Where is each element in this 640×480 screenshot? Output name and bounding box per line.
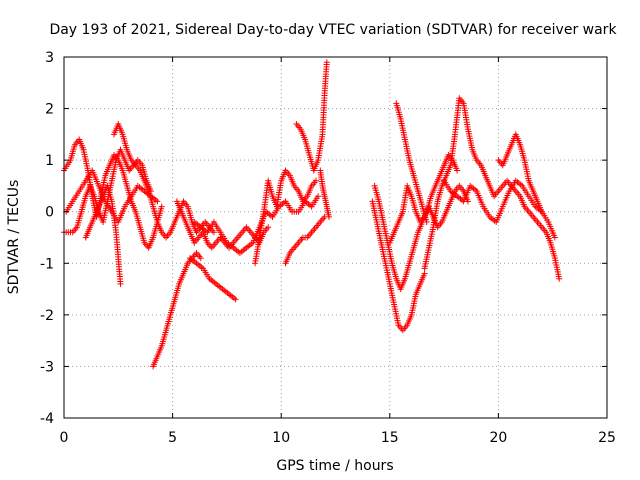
data-point	[556, 275, 563, 282]
axis-ticks	[63, 56, 608, 419]
y-tick-label: -3	[40, 359, 54, 375]
data-point	[313, 177, 319, 184]
y-tick-label: 1	[45, 153, 54, 169]
chart-title: Day 193 of 2021, Sidereal Day-to-day VTE…	[49, 22, 617, 38]
series-points	[317, 167, 332, 220]
series-points	[282, 213, 328, 267]
series-points	[441, 177, 558, 241]
y-tick-label: -2	[40, 308, 54, 324]
series-points	[495, 131, 545, 215]
data-point	[551, 234, 558, 241]
data-point	[323, 59, 330, 66]
y-tick-label: -1	[40, 256, 54, 272]
y-tick-label: -4	[40, 411, 54, 427]
series-points	[369, 198, 428, 334]
x-axis-label: GPS time / hours	[276, 458, 393, 474]
series-points	[293, 59, 330, 174]
data-point	[210, 229, 217, 236]
series-points	[252, 167, 319, 267]
x-tick-label: 5	[168, 430, 177, 446]
x-tick-label: 0	[60, 430, 69, 446]
series-points	[421, 95, 563, 282]
data-point	[158, 203, 165, 210]
data-point	[421, 270, 428, 277]
data-point	[326, 213, 332, 220]
grid-lines	[64, 57, 607, 418]
series-points	[393, 100, 430, 225]
data-points	[61, 59, 563, 370]
x-tick-label: 15	[381, 430, 399, 446]
data-point	[454, 167, 461, 174]
y-axis-label: SDTVAR / TECUs	[6, 180, 22, 295]
series-points	[61, 146, 154, 236]
data-point	[423, 219, 430, 225]
data-point	[117, 280, 124, 287]
series-points	[82, 182, 124, 287]
y-tick-label: 0	[45, 205, 54, 221]
series-points	[173, 198, 272, 251]
x-tick-label: 10	[272, 430, 290, 446]
series-points	[187, 255, 239, 303]
tick-labels: 0 5 10 15 20 25 -4 -3 -2 -1 0 1 2 3	[40, 50, 616, 446]
data-point	[232, 296, 239, 303]
data-point	[538, 208, 545, 215]
x-tick-label: 25	[598, 430, 616, 446]
y-tick-label: 3	[45, 50, 54, 66]
data-point	[265, 224, 272, 231]
data-point	[197, 255, 204, 262]
y-tick-label: 2	[45, 102, 54, 118]
data-point	[154, 198, 161, 205]
series-points	[150, 250, 204, 370]
data-point	[315, 193, 322, 200]
plot-frame	[63, 56, 608, 419]
x-tick-label: 20	[489, 430, 507, 446]
